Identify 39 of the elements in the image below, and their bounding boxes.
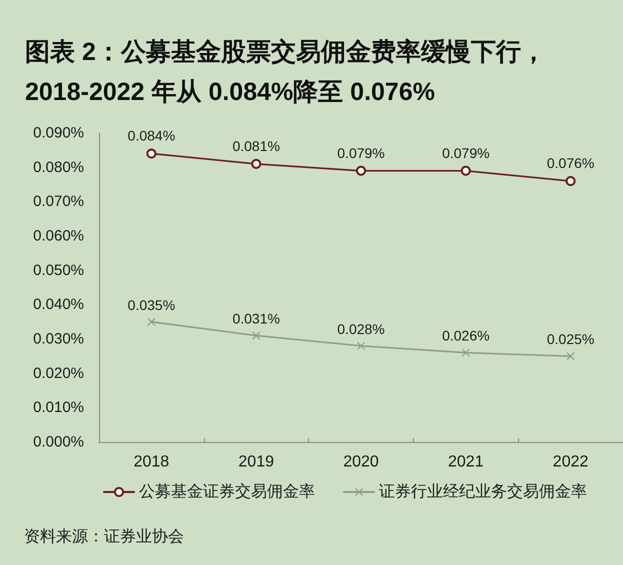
y-tick-label: 0.030%: [33, 330, 84, 348]
legend-label: 公募基金证券交易佣金率: [139, 482, 315, 500]
text: 资料来源：证券业协会: [24, 528, 184, 546]
y-tick-label: 0.070%: [33, 193, 84, 210]
point: [147, 318, 156, 326]
y-tick-label: 0.000%: [33, 434, 84, 450]
data-label: 0.028%: [337, 320, 385, 337]
y-tick-label: 0.080%: [33, 158, 84, 176]
data-label: 0.026%: [442, 328, 490, 344]
y-tick-label: 0.090%: [33, 124, 84, 142]
data-label: 0.035%: [128, 296, 176, 313]
x-tick-label: 2020: [343, 454, 379, 470]
point: [462, 348, 470, 357]
data-label: 0.031%: [232, 310, 280, 327]
y-tick-label: 0.050%: [33, 262, 84, 279]
data-label: 0.079%: [337, 144, 385, 161]
point: [357, 342, 365, 350]
data-label: 0.084%: [128, 128, 176, 144]
x-tick-label: 2019: [238, 454, 274, 470]
point: [252, 332, 260, 340]
point: [251, 158, 262, 169]
y-tick-label: 0.010%: [33, 399, 84, 416]
point: [460, 166, 471, 176]
y-tick-label: 0.040%: [33, 296, 84, 314]
point: [566, 176, 576, 186]
chart-title: 图表 2：公募基金股票交易佣金费率缓慢下行， 2018-2022 年从 0.084%降至 0.076%: [25, 38, 546, 106]
point: [356, 166, 366, 176]
data-label: 0.079%: [442, 144, 490, 161]
data-label: 0.081%: [232, 138, 280, 154]
x-tick-label: 2018: [134, 454, 170, 470]
x-tick-label: 2022: [552, 454, 588, 470]
point: [566, 352, 575, 360]
data-label: 0.025%: [546, 331, 594, 348]
point: [146, 148, 156, 159]
y-tick-label: 0.020%: [33, 364, 84, 382]
y-tick-label: 0.060%: [33, 228, 84, 244]
x-tick-label: 2021: [448, 454, 484, 470]
legend-label: 证券行业经纪业务交易佣金率: [379, 482, 587, 500]
data-label: 0.076%: [546, 155, 594, 172]
